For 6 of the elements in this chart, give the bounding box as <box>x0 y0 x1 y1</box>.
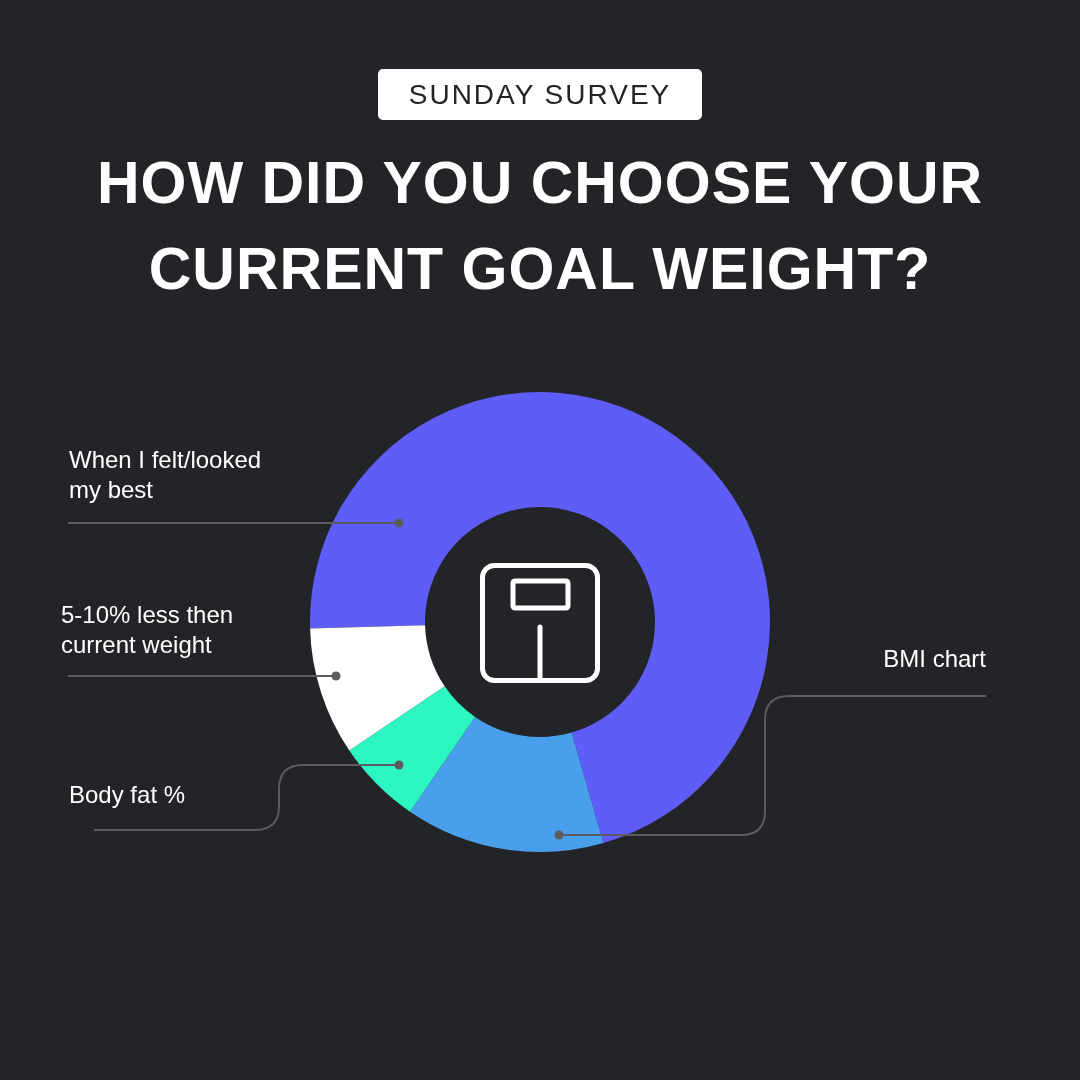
chart-title: HOW DID YOU CHOOSE YOUR CURRENT GOAL WEIGHT? <box>95 149 985 304</box>
chart-subtitle: SUNDAY SURVEY <box>408 78 672 110</box>
slice-label: When I felt/looked my best <box>69 446 262 503</box>
slice-label: BMI chart <box>883 645 987 672</box>
slice-label: 5-10% less then current weight <box>61 601 234 658</box>
slice-label: Body fat % <box>69 781 186 808</box>
